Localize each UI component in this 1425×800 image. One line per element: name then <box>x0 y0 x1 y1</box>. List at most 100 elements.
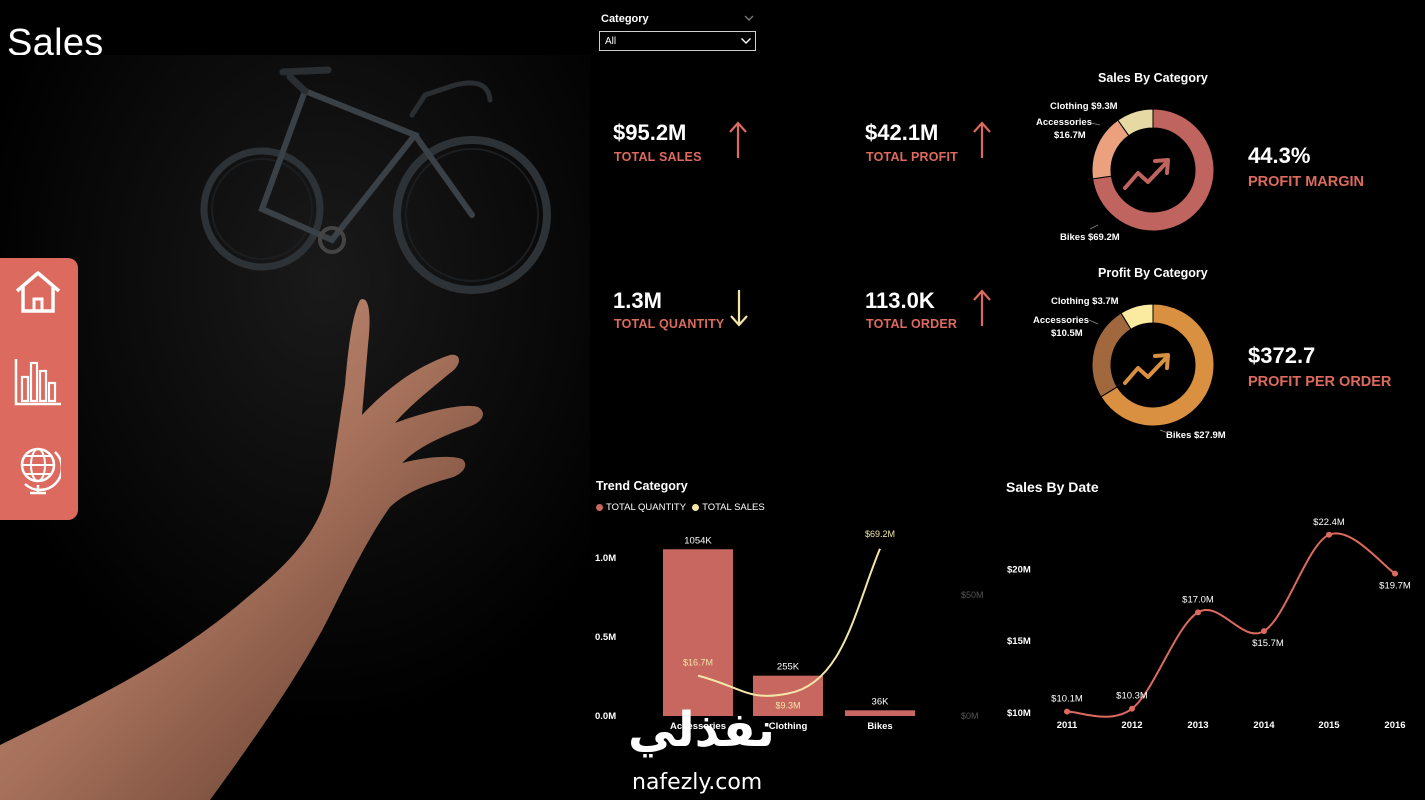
category-slicer-label: Category <box>601 13 649 25</box>
nav-panel <box>0 258 78 520</box>
total-sales-line[interactable] <box>697 548 881 697</box>
slice-label-bikes: Bikes $27.9M <box>1166 430 1226 441</box>
legend-dot <box>692 504 700 511</box>
x-axis-tick: Accessories <box>670 721 726 732</box>
globe-icon <box>20 447 61 495</box>
donut-slice-bikes[interactable] <box>1092 108 1215 232</box>
sales-by-category-title: Sales By Category <box>1098 71 1208 85</box>
x-axis-tick: 2012 <box>1121 720 1142 731</box>
trend-category-title: Trend Category <box>596 479 688 493</box>
legend-item-sales[interactable]: TOTAL SALES <box>692 502 765 513</box>
home-icon <box>15 271 61 313</box>
watermark-arabic-text: نفذلي <box>628 702 775 758</box>
kpi-total-quantity-value: 1.3M <box>613 288 662 313</box>
trend-category-chart[interactable]: 1.0M 0.5M 0.0M $50M $0M 1054K Accessories 255K C… <box>580 520 1000 735</box>
x-axis-tick: 2011 <box>1057 720 1078 731</box>
slice-label-bikes: Bikes $69.2M <box>1060 232 1120 243</box>
watermark: نفذلي nafezly.com <box>620 700 800 800</box>
watermark-url-text: nafezly.com <box>632 770 763 795</box>
sales-line[interactable] <box>1066 532 1396 718</box>
profit-per-order-value: $372.7 <box>1248 343 1316 368</box>
bar-bikes[interactable] <box>845 710 915 716</box>
nav-map-button[interactable] <box>10 442 66 498</box>
dropdown-arrow-icon <box>741 38 751 44</box>
donut-slice-bikes[interactable] <box>1100 303 1215 427</box>
trend-up-icon <box>1123 353 1170 385</box>
category-dropdown[interactable]: All <box>599 31 756 51</box>
line-data-label: $16.7M <box>683 658 713 668</box>
data-point-2016[interactable] <box>1392 570 1398 577</box>
point-data-label: $10.1M <box>1051 694 1083 705</box>
arrow-up-icon <box>729 121 747 158</box>
y2-axis-tick: $50M <box>961 590 984 600</box>
profit-by-category-title: Profit By Category <box>1098 266 1208 280</box>
point-data-label: $17.0M <box>1182 594 1214 605</box>
y-axis-tick: $20M <box>1007 564 1031 575</box>
y2-axis-tick: $0M <box>961 711 979 721</box>
arrow-up-icon <box>973 121 991 158</box>
bar-data-label: 1054K <box>684 535 712 546</box>
y-axis-tick: $10M <box>1007 708 1031 719</box>
slice-label-clothing: Clothing $3.7M <box>1051 296 1119 307</box>
data-point-2013[interactable] <box>1195 609 1201 616</box>
kpi-total-order-value: 113.0K <box>865 288 935 313</box>
slice-label-clothing: Clothing $9.3M <box>1050 101 1118 112</box>
kpi-total-order-label: TOTAL ORDER <box>866 317 958 331</box>
point-data-label: $15.7M <box>1252 638 1284 649</box>
donut-slice-accessories[interactable] <box>1091 119 1130 180</box>
sales-by-date-title: Sales By Date <box>1006 479 1099 495</box>
y-axis-tick: 1.0M <box>595 553 616 564</box>
legend-label-sales: TOTAL SALES <box>702 502 765 513</box>
chevron-down-icon[interactable] <box>743 12 755 24</box>
kpi-total-sales-label: TOTAL SALES <box>614 150 702 164</box>
arrow-up-icon <box>973 289 991 326</box>
category-dropdown-value: All <box>605 36 617 47</box>
bar-accessories[interactable] <box>663 549 733 716</box>
point-data-label: $22.4M <box>1313 517 1345 528</box>
trend-up-icon <box>1123 158 1170 190</box>
bar-chart-icon <box>14 359 61 406</box>
kpi-total-profit-value: $42.1M <box>865 120 939 145</box>
sales-by-date-chart[interactable]: $20M $15M $10M 2011 2012 2013 2014 2015 2016 $10.… <box>1000 500 1420 740</box>
slice-label-accessories: Accessories <box>1033 315 1089 326</box>
donut-slice-clothing[interactable] <box>1117 108 1154 137</box>
y-axis-tick: 0.0M <box>595 711 616 722</box>
bar-data-label: 36K <box>872 696 890 707</box>
line-data-label: $9.3M <box>775 701 800 711</box>
point-data-label: $19.7M <box>1379 581 1411 592</box>
legend-item-quantity[interactable]: TOTAL QUANTITY <box>596 502 686 513</box>
x-axis-tick: 2015 <box>1318 720 1340 731</box>
sales-by-category-donut[interactable]: Clothing $9.3M Accessories $16.7M Bikes … <box>1020 95 1230 245</box>
donut-slice-clothing[interactable] <box>1120 303 1154 330</box>
slice-label-accessories-value: $10.5M <box>1051 328 1083 339</box>
legend-label-quantity: TOTAL QUANTITY <box>606 502 687 513</box>
x-axis-tick: 2013 <box>1187 720 1208 731</box>
hand-arm <box>0 299 483 800</box>
bicycle-hand-illustration <box>0 55 590 800</box>
profit-margin-label: PROFIT MARGIN <box>1248 174 1364 190</box>
bicycle-icon <box>200 66 551 294</box>
arrow-down-icon <box>730 290 748 327</box>
profit-margin-value: 44.3% <box>1248 143 1311 168</box>
legend-dot <box>596 504 603 511</box>
kpi-total-quantity-label: TOTAL QUANTITY <box>614 317 725 331</box>
x-axis-tick: 2016 <box>1384 720 1405 731</box>
line-data-label: $69.2M <box>865 529 895 539</box>
x-axis-tick: Bikes <box>867 721 892 732</box>
slice-label-accessories-value: $16.7M <box>1054 130 1086 141</box>
kpi-total-sales-value: $95.2M <box>613 120 687 145</box>
data-point-2012[interactable] <box>1129 705 1135 712</box>
trend-category-legend: TOTAL QUANTITY TOTAL SALES <box>596 502 765 513</box>
point-data-label: $10.3M <box>1116 691 1148 702</box>
data-point-2011[interactable] <box>1064 708 1070 715</box>
profit-per-order-label: PROFIT PER ORDER <box>1248 374 1392 390</box>
nav-analytics-button[interactable] <box>10 354 66 410</box>
profit-by-category-donut[interactable]: Clothing $3.7M Accessories $10.5M Bikes … <box>1020 290 1230 445</box>
y-axis-tick: 0.5M <box>595 632 616 643</box>
slice-label-accessories: Accessories <box>1036 117 1092 128</box>
nav-home-button[interactable] <box>10 264 66 320</box>
data-point-2015[interactable] <box>1326 531 1332 538</box>
data-point-2014[interactable] <box>1261 628 1267 635</box>
y-axis-tick: $15M <box>1007 636 1031 647</box>
x-axis-tick: 2014 <box>1253 720 1275 731</box>
